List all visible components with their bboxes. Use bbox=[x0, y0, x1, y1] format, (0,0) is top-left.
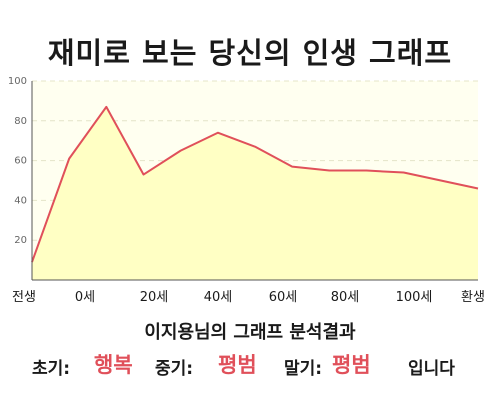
y-tick-label: 60 bbox=[14, 156, 27, 167]
x-tick-label: 환생 bbox=[461, 290, 485, 305]
life-line-series bbox=[31, 105, 479, 263]
x-tick-label: 전생 bbox=[12, 290, 36, 305]
x-tick-label: 40세 bbox=[204, 290, 233, 305]
late-label: 말기: bbox=[284, 359, 323, 379]
x-tick-label: 20세 bbox=[140, 290, 169, 305]
y-tick-labels: 20 40 60 80 100 bbox=[8, 76, 27, 246]
result-heading: 이지용님의 그래프 분석결과 bbox=[144, 322, 356, 343]
early-label: 초기: bbox=[32, 359, 71, 379]
middle-label: 중기: bbox=[155, 359, 194, 379]
y-tick-label: 20 bbox=[14, 235, 27, 246]
chart-title: 재미로 보는 당신의 인생 그래프 bbox=[47, 36, 453, 70]
result-summary: 초기: 행복 중기: 평범 말기: 평범 입니다 bbox=[0, 348, 500, 379]
life-area-fill bbox=[32, 106, 478, 281]
x-tick-label: 100세 bbox=[396, 290, 433, 305]
ending-text: 입니다 bbox=[408, 359, 455, 379]
x-tick-label: 60세 bbox=[269, 290, 298, 305]
x-tick-labels: 전생 0세 20세 40세 60세 80세 100세 환생 bbox=[12, 290, 485, 305]
late-value: 평범 bbox=[332, 353, 371, 377]
early-value: 행복 bbox=[94, 353, 133, 377]
x-tick-label: 0세 bbox=[75, 290, 95, 305]
middle-value: 평범 bbox=[218, 353, 257, 377]
y-tick-label: 80 bbox=[14, 116, 27, 127]
y-tick-label: 100 bbox=[8, 76, 27, 87]
y-tick-label: 40 bbox=[14, 195, 27, 206]
x-tick-label: 80세 bbox=[331, 290, 360, 305]
life-graph-chart: 20 40 60 80 100 전생 0세 20세 40세 60세 80세 100세 환생 bbox=[8, 76, 485, 305]
